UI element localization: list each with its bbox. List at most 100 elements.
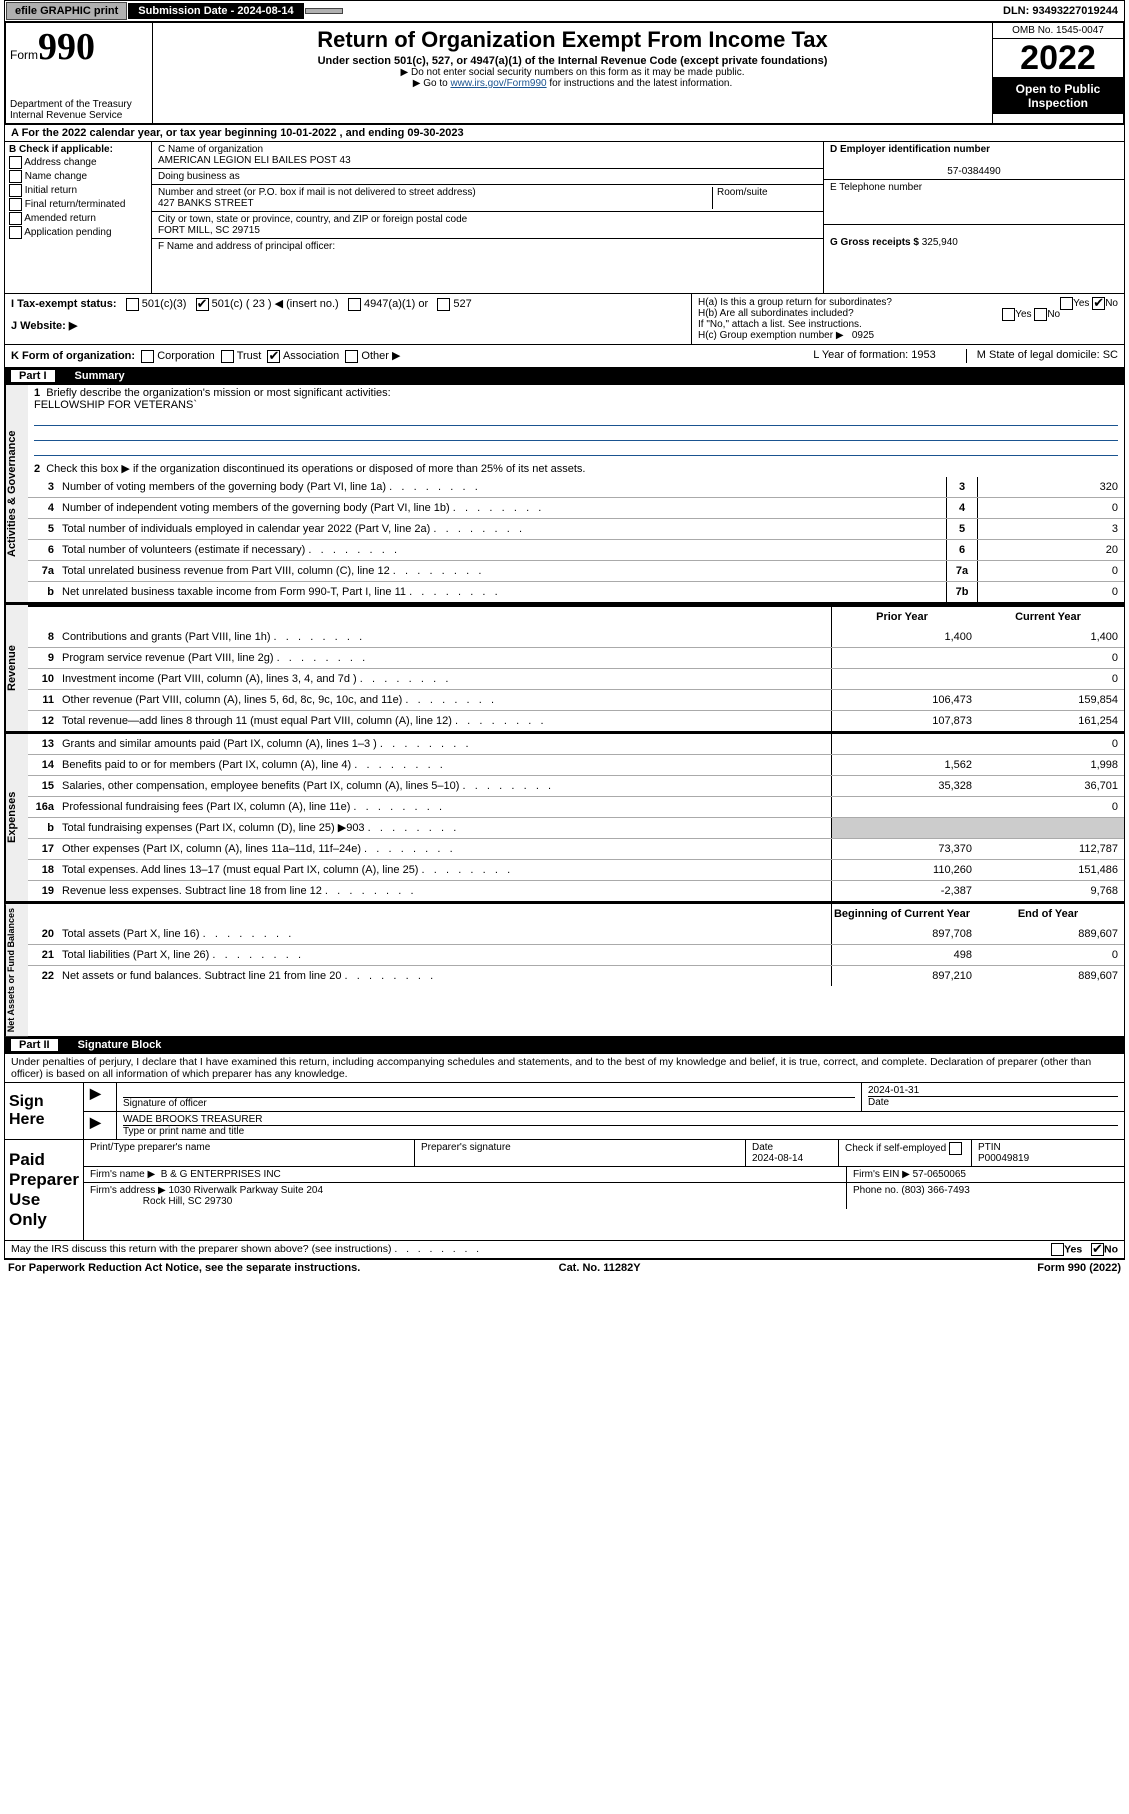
ptin-label: PTIN — [978, 1142, 1001, 1153]
top-toolbar: efile GRAPHIC print Submission Date - 20… — [4, 0, 1125, 22]
efile-print-button[interactable]: efile GRAPHIC print — [6, 2, 127, 20]
addr-box: Number and street (or P.O. box if mail i… — [152, 185, 823, 212]
may-no[interactable] — [1091, 1243, 1104, 1256]
k-label: K Form of organization: — [11, 350, 135, 362]
rev-lines: 8Contributions and grants (Part VIII, li… — [28, 627, 1124, 731]
cb-selfemp[interactable] — [949, 1142, 962, 1155]
hb-no[interactable] — [1034, 308, 1047, 321]
principal-officer: F Name and address of principal officer: — [152, 239, 823, 293]
opt-501c: 501(c) ( 23 ) ◀ (insert no.) — [212, 298, 339, 310]
may-yes[interactable] — [1051, 1243, 1064, 1256]
cb-other[interactable] — [345, 350, 358, 363]
summary-line: 5Total number of individuals employed in… — [28, 518, 1124, 539]
opt-527: 527 — [453, 298, 471, 310]
hc-row: H(c) Group exemption number ▶ 0925 — [698, 330, 1118, 341]
irs-link[interactable]: www.irs.gov/Form990 — [450, 78, 546, 89]
g-value: 325,940 — [922, 237, 958, 248]
cb-label: Initial return — [25, 185, 77, 196]
prep-date-cell: Date 2024-08-14 — [746, 1140, 839, 1166]
submission-date: Submission Date - 2024-08-14 — [128, 3, 303, 19]
cb-label: Final return/terminated — [25, 199, 126, 210]
cb-assoc[interactable] — [267, 350, 280, 363]
summary-line: 3Number of voting members of the governi… — [28, 477, 1124, 497]
ha-yes[interactable] — [1060, 297, 1073, 310]
cb-amended[interactable]: Amended return — [9, 212, 147, 225]
paid-line-1: Print/Type preparer's name Preparer's si… — [84, 1140, 1124, 1167]
k-right: L Year of formation: 1953 M State of leg… — [813, 349, 1118, 363]
net-lines: 20Total assets (Part X, line 16)897,7088… — [28, 924, 1124, 986]
opt-trust: Trust — [237, 350, 262, 362]
goto-suffix: for instructions and the latest informat… — [547, 78, 733, 89]
paid-preparer-block: Paid Preparer Use Only Print/Type prepar… — [4, 1140, 1125, 1241]
firm-addr2: Rock Hill, SC 29730 — [143, 1196, 232, 1207]
section-bcd: B Check if applicable: Address change Na… — [4, 142, 1125, 294]
form-subtitle: Under section 501(c), 527, or 4947(a)(1)… — [157, 55, 988, 67]
row-k: K Form of organization: Corporation Trus… — [4, 345, 1125, 368]
part2-header: Part II Signature Block — [4, 1037, 1125, 1054]
arrow-icon: ▶ — [84, 1083, 117, 1111]
revenue-section: Revenue Prior Year Current Year 8Contrib… — [4, 603, 1125, 732]
hdr-current-year: Current Year — [978, 607, 1124, 627]
footer-right: Form 990 (2022) — [1037, 1262, 1121, 1274]
footer-left: For Paperwork Reduction Act Notice, see … — [8, 1262, 360, 1274]
hc-label: H(c) Group exemption number ▶ — [698, 330, 844, 341]
summary-line: 15Salaries, other compensation, employee… — [28, 775, 1124, 796]
room-suite: Room/suite — [712, 187, 817, 209]
sig-officer-cell: Signature of officer — [117, 1083, 862, 1111]
cb-527[interactable] — [437, 298, 450, 311]
cb-trust[interactable] — [221, 350, 234, 363]
part1-header: Part I Summary — [4, 368, 1125, 385]
hdr-beginning: Beginning of Current Year — [831, 904, 978, 924]
name-label: Type or print name and title — [123, 1125, 1118, 1137]
note-link: ▶ Go to www.irs.gov/Form990 for instruct… — [157, 78, 988, 89]
cb-address-change[interactable]: Address change — [9, 156, 147, 169]
ptin-cell: PTIN P00049819 — [972, 1140, 1124, 1166]
prep-name-hdr: Print/Type preparer's name — [84, 1140, 415, 1166]
org-name-box: C Name of organization AMERICAN LEGION E… — [152, 142, 823, 169]
row-h-ij: I Tax-exempt status: 501(c)(3) 501(c) ( … — [4, 294, 1125, 345]
summary-line: 17Other expenses (Part IX, column (A), l… — [28, 838, 1124, 859]
part1-title: Summary — [75, 370, 125, 382]
form-header: Form990 Department of the Treasury Inter… — [4, 22, 1125, 125]
part1-label: Part I — [11, 370, 55, 382]
mission-text: FELLOWSHIP FOR VETERANS` — [34, 399, 197, 411]
hdr-prior-year: Prior Year — [831, 607, 978, 627]
addr-label: Number and street (or P.O. box if mail i… — [158, 187, 476, 198]
governance-section: Activities & Governance 1 Briefly descri… — [4, 385, 1125, 603]
dba-box: Doing business as — [152, 169, 823, 185]
part2-title: Signature Block — [78, 1039, 162, 1051]
cb-initial-return[interactable]: Initial return — [9, 184, 147, 197]
summary-line: 7aTotal unrelated business revenue from … — [28, 560, 1124, 581]
firm-ein-label: Firm's EIN ▶ — [853, 1169, 910, 1180]
right-h: H(a) Is this a group return for subordin… — [691, 294, 1124, 344]
firm-addr-cell: Firm's address ▶ 1030 Riverwalk Parkway … — [84, 1183, 847, 1209]
summary-line: 22Net assets or fund balances. Subtract … — [28, 965, 1124, 986]
summary-line: 13Grants and similar amounts paid (Part … — [28, 734, 1124, 754]
prep-date-hdr: Date — [752, 1142, 773, 1153]
cb-corp[interactable] — [141, 350, 154, 363]
header-right-col: OMB No. 1545-0047 2022 Open to Public In… — [992, 23, 1123, 123]
cb-label: Name change — [25, 171, 87, 182]
underline — [34, 443, 1118, 456]
gov-lines: 3Number of voting members of the governi… — [28, 477, 1124, 602]
expenses-section: Expenses 13Grants and similar amounts pa… — [4, 732, 1125, 902]
j-website: J Website: ▶ — [11, 320, 77, 332]
ha-no[interactable] — [1092, 297, 1105, 310]
cb-501c3[interactable] — [126, 298, 139, 311]
firm-label: Firm's name ▶ — [90, 1169, 155, 1180]
sign-here-block: Sign Here ▶ Signature of officer 2024-01… — [4, 1083, 1125, 1140]
cb-name-change[interactable]: Name change — [9, 170, 147, 183]
cb-final-return[interactable]: Final return/terminated — [9, 198, 147, 211]
col-c-orginfo: C Name of organization AMERICAN LEGION E… — [152, 142, 823, 293]
hb-yes[interactable] — [1002, 308, 1015, 321]
form-990-page: efile GRAPHIC print Submission Date - 20… — [0, 0, 1129, 1276]
cb-app-pending[interactable]: Application pending — [9, 226, 147, 239]
street-address: 427 BANKS STREET — [158, 198, 254, 209]
col-b-checkboxes: B Check if applicable: Address change Na… — [5, 142, 152, 293]
cb-4947[interactable] — [348, 298, 361, 311]
spacer-button — [305, 8, 343, 14]
net-header-row: Beginning of Current Year End of Year — [28, 904, 1124, 924]
rev-content: Prior Year Current Year 8Contributions a… — [28, 605, 1124, 731]
phone-label: Phone no. — [853, 1185, 899, 1196]
cb-501c[interactable] — [196, 298, 209, 311]
